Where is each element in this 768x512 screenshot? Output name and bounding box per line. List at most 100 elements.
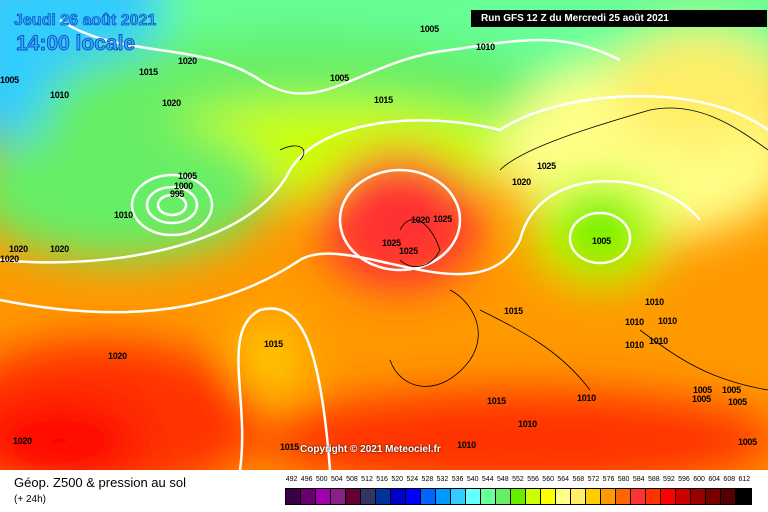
isobar-label: 1005 [692,394,711,404]
scale-tick-label: 564 [557,476,570,483]
isobar-label: 1020 [162,98,181,108]
isobar-label: 1005 [420,24,439,34]
scale-swatch [361,489,376,504]
scale-swatch [316,489,331,504]
isobar-label: 1020 [50,244,69,254]
scale-tick-label: 532 [436,476,449,483]
legend-footer: Géop. Z500 & pression au sol (+ 24h) 492… [0,470,768,512]
scale-tick-label: 516 [376,476,388,483]
isobar-label: 1020 [13,436,32,446]
legend-subtitle: (+ 24h) [14,494,46,505]
scale-tick-label: 540 [466,476,479,483]
legend-title: Géop. Z500 & pression au sol [14,475,186,490]
isobar-label: 1010 [114,210,133,220]
color-scale-bar [285,488,752,505]
copyright: Copyright © 2021 Meteociel.fr [300,444,441,455]
scale-swatch [331,489,346,504]
scale-tick-label: 576 [602,476,615,483]
forecast-date: Jeudi 26 août 2021 [14,12,157,30]
scale-swatch [736,489,751,504]
isobar-label: 1020 [512,177,531,187]
geopotential-field [0,0,768,500]
scale-tick-label: 604 [708,476,721,483]
scale-tick-label: 504 [330,476,343,483]
scale-tick-label: 548 [497,476,509,483]
scale-tick-label: 592 [663,476,675,483]
isobar-label: 1010 [577,393,596,403]
scale-swatch [721,489,736,504]
scale-tick-label: 512 [361,476,373,483]
isobar-label: 1015 [374,95,393,105]
scale-swatch [436,489,451,504]
scale-swatch [526,489,541,504]
scale-swatch [646,489,661,504]
scale-tick-label: 608 [723,476,736,483]
isobar-label: 1020 [411,215,430,225]
scale-tick-label: 560 [542,476,554,483]
isobar-label: 1005 [0,75,19,85]
scale-tick-label: 612 [738,476,751,483]
scale-swatch [391,489,406,504]
scale-tick-label: 520 [391,476,404,483]
scale-swatch [631,489,646,504]
isobar-label: 1005 [178,171,197,181]
scale-swatch [616,489,631,504]
isobar-label: 995 [170,189,185,199]
scale-tick-label: 492 [285,476,298,483]
scale-swatch [691,489,706,504]
isobar-label: 1015 [264,339,283,349]
scale-tick-label: 600 [693,476,705,483]
scale-tick-label: 580 [617,476,630,483]
isobar-label: 1015 [487,396,506,406]
scale-swatch [466,489,481,504]
isobar-label: 1020 [178,56,197,66]
weather-map [0,0,768,500]
scale-swatch [706,489,721,504]
color-scale-ticks: 492 496 500 504 508 512 516 520 524 528 532 536 540 5… [284,476,752,483]
scale-tick-label: 536 [451,476,464,483]
scale-tick-label: 508 [346,476,358,483]
isobar-label: 1025 [537,161,556,171]
scale-swatch [676,489,691,504]
scale-swatch [421,489,436,504]
isobar-label: 1005 [722,385,741,395]
scale-tick-label: 500 [315,476,328,483]
scale-tick-label: 544 [481,476,494,483]
isobar-label: 1025 [382,238,401,248]
isobar-label: 1005 [728,397,747,407]
scale-tick-label: 596 [678,476,690,483]
isobar-label: 1005 [738,437,757,447]
scale-swatch [541,489,556,504]
scale-tick-label: 524 [406,476,419,483]
scale-swatch [661,489,676,504]
forecast-time: 14:00 locale [16,32,136,56]
isobar-label: 1015 [280,442,299,452]
scale-swatch [376,489,391,504]
scale-tick-label: 572 [587,476,600,483]
isobar-label: 1010 [649,336,668,346]
isobar-label: 1005 [330,73,349,83]
isobar-label: 1010 [457,440,476,450]
scale-swatch [451,489,466,504]
scale-tick-label: 528 [421,476,434,483]
scale-swatch [286,489,301,504]
scale-swatch [406,489,421,504]
isobar-label: 1010 [625,340,644,350]
isobar-label: 1010 [645,297,664,307]
isobar-label: 1005 [693,385,712,395]
model-run-label: Run GFS 12 Z du Mercredi 25 août 2021 [471,10,767,27]
scale-swatch [481,489,496,504]
scale-swatch [556,489,571,504]
coastlines [279,107,768,391]
isobar-label: 1010 [518,419,537,429]
isobar-label: 1010 [658,316,677,326]
isobar-label: 1010 [476,42,495,52]
isobar-label: 1020 [108,351,127,361]
scale-swatch [571,489,586,504]
isobar-label: 1015 [504,306,523,316]
scale-swatch [601,489,616,504]
scale-tick-label: 496 [300,476,313,483]
scale-tick-label: 552 [512,476,524,483]
isobar-label: 1015 [139,67,158,77]
scale-swatch [586,489,601,504]
